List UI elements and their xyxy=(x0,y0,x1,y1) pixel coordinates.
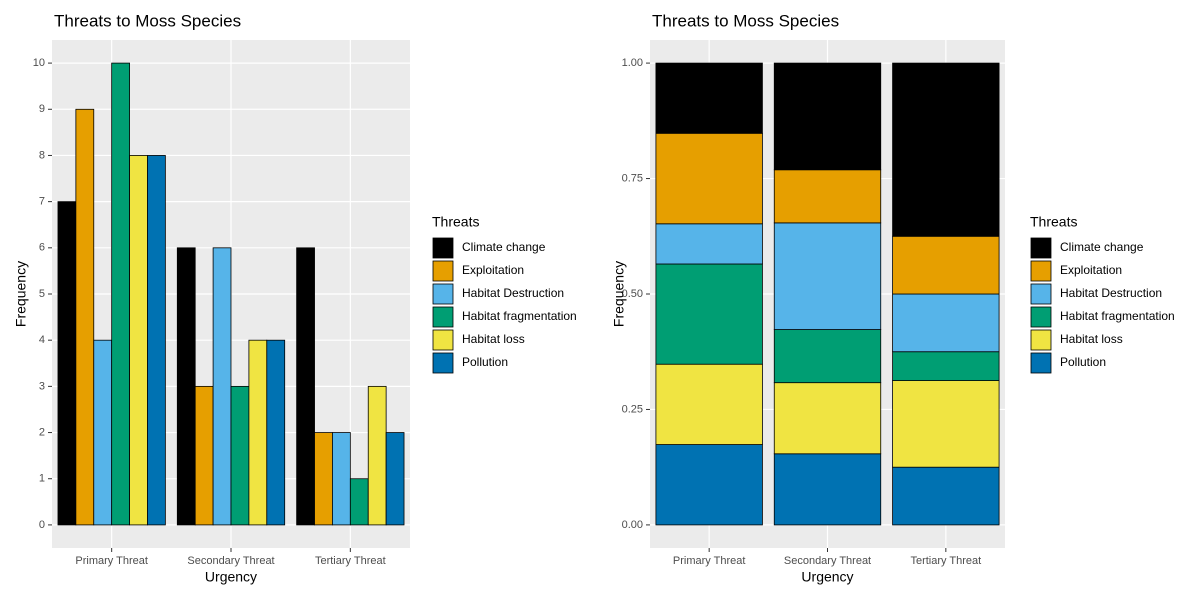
legend-key xyxy=(1030,306,1052,328)
legend-label: Habitat Destruction xyxy=(462,286,564,300)
bar xyxy=(367,385,387,526)
y-tick-label: 8 xyxy=(39,149,45,161)
legend-title: Threats xyxy=(432,214,479,230)
legend-label: Habitat loss xyxy=(1060,332,1123,346)
legend-label: Habitat Destruction xyxy=(1060,286,1162,300)
bar xyxy=(349,478,369,526)
y-tick-label: 1 xyxy=(39,473,45,485)
bar-segment xyxy=(892,380,1000,468)
bar-segment xyxy=(655,263,763,365)
y-axis-label: Frequency xyxy=(13,261,29,327)
legend-label: Climate change xyxy=(462,240,546,254)
y-axis-label: Frequency xyxy=(611,261,627,327)
bar xyxy=(176,247,196,526)
bar-segment xyxy=(892,235,1000,295)
bar-segment xyxy=(655,444,763,526)
bar xyxy=(212,247,232,526)
legend-label: Pollution xyxy=(462,355,508,369)
x-tick-label: Secondary Threat xyxy=(187,555,274,567)
x-tick-label: Tertiary Threat xyxy=(910,555,981,567)
bar xyxy=(93,339,113,526)
legend-label: Climate change xyxy=(1060,240,1144,254)
bar-segment xyxy=(773,169,882,224)
bar xyxy=(57,201,77,526)
y-tick-label: 1.00 xyxy=(622,57,643,69)
legend-label: Exploitation xyxy=(462,263,524,277)
legend-key xyxy=(1030,237,1052,259)
y-tick-label: 6 xyxy=(39,242,45,254)
legend-key xyxy=(432,283,454,305)
bar xyxy=(230,385,250,526)
legend-label: Habitat loss xyxy=(462,332,525,346)
bar-segment xyxy=(892,62,1000,237)
y-tick-label: 0.00 xyxy=(622,519,643,531)
y-tick-label: 3 xyxy=(39,380,45,392)
legend-label: Pollution xyxy=(1060,355,1106,369)
y-tick-label: 10 xyxy=(33,57,45,69)
bar xyxy=(129,155,148,526)
y-tick-label: 0.50 xyxy=(622,288,643,300)
legend-key xyxy=(1030,352,1052,374)
bar xyxy=(332,432,351,526)
bar-segment xyxy=(892,293,1000,353)
legend-key xyxy=(432,260,454,282)
x-tick-label: Tertiary Threat xyxy=(315,555,386,567)
bar-segment xyxy=(655,363,763,445)
bar-segment xyxy=(773,382,882,455)
legend-label: Exploitation xyxy=(1060,263,1122,277)
legend-key xyxy=(432,329,454,351)
bar xyxy=(147,155,166,526)
bar-segment xyxy=(773,222,882,330)
y-tick-label: 9 xyxy=(39,103,45,115)
bar-segment xyxy=(892,351,1000,381)
legend-title: Threats xyxy=(1030,214,1077,230)
bar xyxy=(75,108,95,526)
legend-key xyxy=(432,352,454,374)
legend-key xyxy=(432,306,454,328)
bar-segment xyxy=(773,453,882,526)
legend-key xyxy=(1030,260,1052,282)
legend-key xyxy=(432,237,454,259)
bar-segment xyxy=(655,132,763,225)
legend-label: Habitat fragmentation xyxy=(1060,309,1175,323)
bar xyxy=(194,385,214,526)
legend-label: Habitat fragmentation xyxy=(462,309,577,323)
y-tick-label: 0 xyxy=(39,519,45,531)
x-tick-label: Primary Threat xyxy=(673,555,746,567)
chart-title: Threats to Moss Species xyxy=(54,11,241,30)
legend-key xyxy=(1030,283,1052,305)
bar xyxy=(248,339,268,526)
bar xyxy=(111,62,130,526)
y-tick-label: 0.25 xyxy=(622,403,643,415)
bar xyxy=(296,247,315,526)
bar-segment xyxy=(655,62,763,134)
bar-segment xyxy=(773,62,882,171)
x-tick-label: Secondary Threat xyxy=(784,555,871,567)
bar-segment xyxy=(892,466,1000,526)
x-tick-label: Primary Threat xyxy=(75,555,148,567)
y-tick-label: 5 xyxy=(39,288,45,300)
x-axis-label: Urgency xyxy=(205,569,257,585)
y-tick-label: 4 xyxy=(39,334,45,346)
bar-segment xyxy=(655,223,763,265)
bar xyxy=(266,339,286,526)
x-axis-label: Urgency xyxy=(801,569,853,585)
legend-key xyxy=(1030,329,1052,351)
y-tick-label: 0.75 xyxy=(622,172,643,184)
y-tick-label: 7 xyxy=(39,196,45,208)
chart-title: Threats to Moss Species xyxy=(652,11,839,30)
bar-segment xyxy=(773,329,882,384)
bar xyxy=(314,432,333,526)
bar xyxy=(385,432,405,526)
y-tick-label: 2 xyxy=(39,426,45,438)
